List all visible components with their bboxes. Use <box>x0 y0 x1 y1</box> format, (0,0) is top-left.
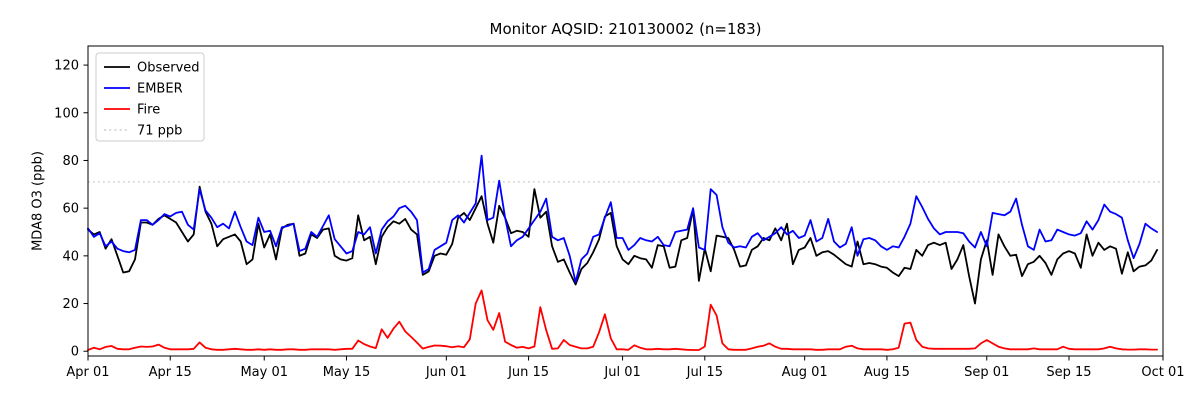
ember-line <box>87 154 1158 284</box>
y-tick-label: 60 <box>62 202 79 217</box>
legend-label: Fire <box>137 103 160 118</box>
legend-label: EMBER <box>137 82 183 97</box>
x-tick-label: Jul 15 <box>686 365 723 380</box>
chart-title: Monitor AQSID: 210130002 (n=183) <box>489 20 762 38</box>
x-tick-label: Jun 15 <box>507 365 549 380</box>
y-tick-label: 20 <box>62 297 79 312</box>
y-tick-label: 120 <box>54 59 79 74</box>
x-tick-label: Sep 15 <box>1046 365 1091 380</box>
x-tick-label: Aug 01 <box>782 365 828 380</box>
x-tick-label: Apr 01 <box>66 365 109 380</box>
fire-line <box>87 289 1158 351</box>
plot-frame <box>87 45 1164 357</box>
legend-label: 71 ppb <box>137 124 182 139</box>
y-tick-label: 0 <box>71 345 79 360</box>
legend-label: Observed <box>137 61 200 76</box>
y-tick-label: 40 <box>62 249 79 264</box>
x-tick-label: Aug 15 <box>864 365 910 380</box>
x-tick-label: May 15 <box>323 365 371 380</box>
legend-box <box>95 52 205 142</box>
x-tick-label: Jul 01 <box>603 365 640 380</box>
y-axis-label: MDA8 O3 (ppb) <box>30 151 46 251</box>
y-tick-label: 100 <box>54 106 79 121</box>
x-tick-label: Oct 01 <box>1141 365 1184 380</box>
x-tick-label: Sep 01 <box>964 365 1009 380</box>
x-tick-label: May 01 <box>240 365 288 380</box>
x-tick-label: Jun 01 <box>425 365 467 380</box>
x-tick-label: Apr 15 <box>149 365 192 380</box>
observed-line <box>87 185 1158 305</box>
y-tick-label: 80 <box>62 154 79 169</box>
